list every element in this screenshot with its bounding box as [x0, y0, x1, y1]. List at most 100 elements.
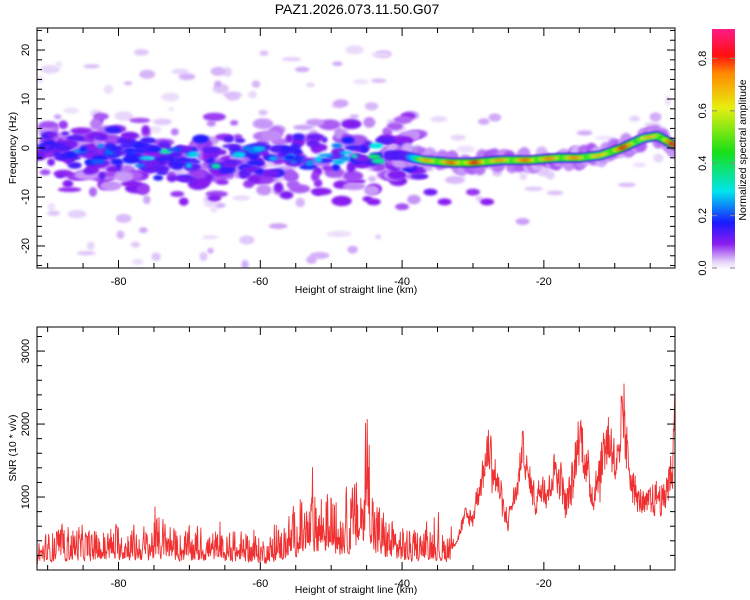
- spectrogram-speckle: [649, 112, 662, 122]
- spectrogram-band-core: [239, 170, 252, 178]
- spectrogram-speckle: [519, 172, 527, 181]
- spectrogram-speckle: [326, 231, 345, 237]
- spectrogram-band-core: [43, 144, 52, 151]
- spectrogram-peak: [168, 147, 183, 152]
- spectrogram-speckle: [352, 79, 370, 85]
- spectrogram-speckle: [294, 66, 310, 73]
- spectrogram-peak: [253, 146, 266, 152]
- spectrogram-band-core: [202, 153, 210, 161]
- spectrogram-speckle: [332, 61, 343, 67]
- spectrogram-speckle: [133, 49, 149, 56]
- spectrogram-speckle: [368, 175, 377, 183]
- spectrogram-speckle: [259, 50, 269, 56]
- spectrogram-peak: [146, 147, 162, 152]
- chart-title: PAZ1.2026.073.11.50.G07: [275, 1, 440, 17]
- spectrogram-band-core: [290, 143, 301, 151]
- colorbar-tick-label: 0.8: [697, 51, 709, 66]
- spectrogram-speckle: [241, 259, 249, 268]
- spectrogram-speckle: [546, 190, 564, 196]
- spectrogram-speckle: [103, 84, 114, 94]
- spectrogram-patch: [423, 188, 438, 196]
- spectrogram-speckle: [138, 227, 148, 234]
- spectrogram-band: [247, 175, 261, 184]
- spectrogram-band-core: [285, 134, 294, 143]
- spectrogram-band-core: [222, 144, 240, 149]
- spectrogram-speckle: [364, 102, 379, 111]
- spectrogram-band-core: [135, 148, 147, 154]
- spectrogram-x-tick-label: -80: [111, 276, 127, 288]
- spectrogram-peak: [284, 154, 296, 160]
- spectrogram-band: [283, 169, 296, 181]
- spectrogram-band: [407, 194, 421, 205]
- spectrogram-band-core: [157, 141, 171, 150]
- spectrogram-band: [364, 185, 380, 196]
- spectrogram-band: [305, 118, 325, 127]
- spectrogram-peak: [211, 163, 221, 169]
- spectrogram-y-axis-label: Frequency (Hz): [7, 112, 19, 184]
- spectrogram-peak: [339, 155, 351, 162]
- spectrogram-band-core: [45, 131, 58, 138]
- spectrogram-speckle: [595, 135, 614, 140]
- spectrogram-peak: [314, 156, 323, 163]
- spectrogram-speckle: [214, 80, 222, 88]
- spectrogram-band-core: [61, 131, 70, 136]
- spectrogram-speckle: [239, 235, 255, 245]
- spectrogram-speckle: [333, 99, 349, 108]
- spectrogram-band: [279, 191, 294, 200]
- spectrogram-band: [342, 182, 366, 191]
- spectrogram-band-core: [261, 169, 281, 177]
- spectrogram-speckle: [153, 118, 172, 126]
- snr-x-tick-label: -60: [252, 578, 268, 590]
- spectrogram-peak: [296, 157, 304, 164]
- spectrogram-speckle: [130, 241, 141, 248]
- spectrogram-band-core: [173, 157, 194, 164]
- spectrogram-speckle: [123, 81, 133, 86]
- spectrogram-speckle: [55, 61, 63, 67]
- spectrogram-peak: [97, 144, 105, 149]
- spectrogram-x-tick-label: -60: [252, 276, 268, 288]
- spectrogram-band: [252, 118, 274, 129]
- spectrogram-band-core: [83, 168, 93, 175]
- spectrogram-band-core: [410, 173, 429, 180]
- spectrogram-band: [141, 125, 150, 135]
- spectrogram-speckle: [370, 78, 387, 83]
- spectrogram-speckle: [115, 213, 132, 223]
- spectrogram-peak: [90, 159, 106, 164]
- spectrogram-speckle: [199, 251, 208, 262]
- spectrogram-band: [57, 187, 82, 193]
- spectrogram-band: [170, 128, 179, 136]
- spectrogram-speckle: [67, 209, 87, 219]
- spectrogram-band-core: [122, 155, 139, 164]
- spectrogram-speckle: [375, 234, 382, 240]
- spectrogram-y-ticks: -20 -10 0 10 20: [20, 29, 675, 267]
- snr-y-tick-label: 2000: [20, 412, 32, 436]
- spectrogram-speckle: [295, 197, 306, 208]
- spectrogram-peak: [331, 143, 343, 149]
- spectrogram-speckle: [47, 210, 60, 216]
- spectrogram-band-core: [192, 134, 209, 144]
- spectrogram-speckle: [310, 252, 330, 259]
- spectrogram-speckle: [629, 115, 640, 122]
- spectrogram-band: [310, 187, 332, 196]
- spectrogram-band-core: [332, 163, 340, 171]
- spectrogram-peak: [186, 151, 199, 158]
- spectrogram-band: [271, 138, 289, 146]
- snr-x-tick-label: -20: [536, 578, 552, 590]
- spectrogram-speckle: [450, 134, 466, 141]
- spectrogram-speckle: [86, 241, 95, 251]
- spectrogram-speckle: [445, 175, 465, 184]
- spectrogram-x-ticks: -80 -60 -40 -20: [47, 28, 651, 288]
- spectrogram-band-core: [306, 133, 325, 141]
- spectrogram-x-axis-label: Height of straight line (km): [295, 284, 418, 296]
- spectrogram-band-core: [299, 164, 318, 170]
- spectrogram-speckle: [148, 125, 162, 134]
- spectrogram-patch: [466, 188, 480, 196]
- spectrogram-peak: [338, 150, 353, 155]
- spectrogram-peak: [290, 160, 297, 164]
- spectrogram-peak: [65, 151, 75, 158]
- spectrogram-band: [190, 168, 210, 179]
- spectrogram-band-core: [292, 133, 305, 141]
- spectrogram-band: [178, 197, 189, 206]
- spectrogram-band-core: [98, 171, 106, 181]
